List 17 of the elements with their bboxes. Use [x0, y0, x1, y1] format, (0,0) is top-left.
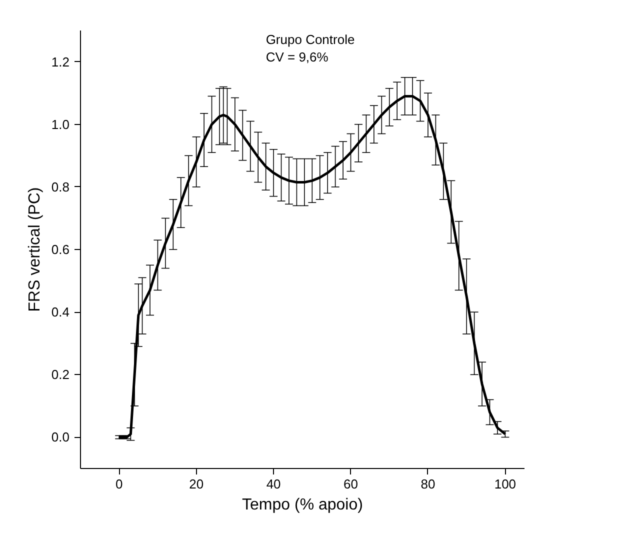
x-tick-label: 20: [189, 476, 204, 492]
y-tick-label: 0.0: [51, 430, 70, 445]
y-tick-label: 1.0: [51, 116, 70, 132]
x-tick-label: 80: [420, 476, 436, 492]
y-tick-label: 0.4: [51, 304, 70, 320]
x-tick-label: 60: [344, 476, 358, 492]
y-axis-title: FRS vertical (PC): [26, 187, 44, 312]
x-tick-label: 0: [115, 476, 123, 492]
annotation: Grupo Controle: [266, 32, 355, 48]
x-tick-label: 40: [266, 476, 281, 492]
x-tick-label: 100: [494, 476, 516, 492]
y-tick-label: 0.2: [51, 367, 70, 382]
y-tick-label: 0.6: [51, 242, 70, 257]
annotation: CV = 9,6%: [266, 49, 329, 64]
y-tick-label: 1.2: [51, 54, 70, 70]
x-axis-title: Tempo (% apoio): [242, 496, 363, 514]
y-tick-label: 0.8: [51, 179, 70, 194]
